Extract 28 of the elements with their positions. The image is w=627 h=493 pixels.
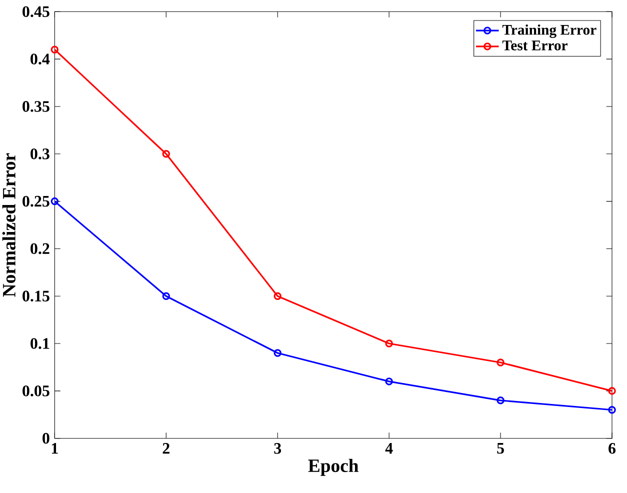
y-axis-title: Normalized Error bbox=[2, 153, 16, 297]
x-tick-label: 1 bbox=[52, 443, 58, 454]
x-tick-label: 3 bbox=[274, 443, 282, 454]
x-tick-label: 4 bbox=[385, 443, 393, 454]
y-tick-label: 0.15 bbox=[22, 290, 50, 302]
y-tick-label: 0.2 bbox=[30, 243, 50, 254]
y-tick-label: 0.1 bbox=[30, 338, 50, 349]
point bbox=[162, 150, 170, 158]
point bbox=[496, 358, 504, 366]
legend-label: Test Error bbox=[502, 40, 568, 50]
y-tick-label: 0.45 bbox=[22, 6, 50, 18]
x-tick-label: 2 bbox=[162, 443, 170, 454]
point bbox=[274, 349, 282, 357]
y-tick-label: 0.3 bbox=[30, 148, 50, 160]
point bbox=[162, 292, 170, 300]
y-tick-label: 0.05 bbox=[22, 385, 50, 396]
y-tick-label: 0.25 bbox=[22, 196, 50, 207]
y-tick-label: 0.4 bbox=[30, 54, 50, 65]
x-axis-title: Epoch bbox=[308, 458, 358, 476]
point bbox=[496, 396, 504, 404]
y-tick-label: 0 bbox=[42, 432, 50, 444]
y-tick-label: 0.35 bbox=[22, 101, 50, 112]
legend-label: Training Error bbox=[502, 24, 596, 38]
x-tick-label: 5 bbox=[497, 443, 504, 454]
point bbox=[274, 292, 282, 300]
x-tick-label: 6 bbox=[608, 443, 616, 454]
point bbox=[385, 378, 393, 386]
point bbox=[385, 340, 393, 348]
